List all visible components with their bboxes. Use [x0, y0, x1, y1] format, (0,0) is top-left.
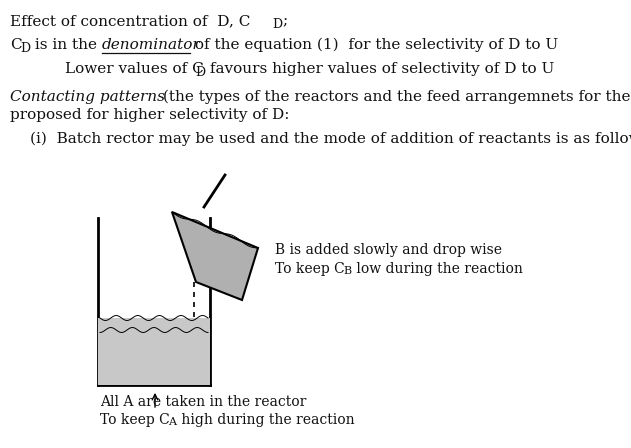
Text: All A are taken in the reactor: All A are taken in the reactor — [100, 395, 307, 409]
Text: C: C — [10, 38, 21, 52]
Text: To keep C: To keep C — [100, 413, 170, 427]
Text: B is added slowly and drop wise: B is added slowly and drop wise — [275, 243, 502, 257]
Text: (the types of the reactors and the feed arrangemnets for the reactants): (the types of the reactors and the feed … — [158, 90, 631, 104]
Text: Lower values of C: Lower values of C — [65, 62, 204, 76]
Text: (i)  Batch rector may be used and the mode of addition of reactants is as follow: (i) Batch rector may be used and the mod… — [30, 132, 631, 146]
Text: B: B — [343, 266, 351, 276]
Text: Contacting patterns: Contacting patterns — [10, 90, 165, 104]
Text: favours higher values of selectivity of D to U: favours higher values of selectivity of … — [205, 62, 555, 76]
Polygon shape — [172, 212, 258, 300]
Text: is in the: is in the — [30, 38, 102, 52]
Text: A: A — [168, 417, 176, 427]
Text: high during the reaction: high during the reaction — [177, 413, 355, 427]
Text: D: D — [272, 18, 282, 31]
Text: Effect of concentration of  D, C: Effect of concentration of D, C — [10, 14, 251, 28]
Text: To keep C: To keep C — [275, 262, 345, 276]
Text: of the equation (1)  for the selectivity of D to U: of the equation (1) for the selectivity … — [190, 38, 558, 52]
Text: D: D — [20, 42, 30, 55]
Text: proposed for higher selectivity of D:: proposed for higher selectivity of D: — [10, 108, 290, 122]
Bar — [98, 318, 210, 385]
Text: low during the reaction: low during the reaction — [352, 262, 523, 276]
Text: denominator: denominator — [102, 38, 201, 52]
Text: ;: ; — [282, 14, 287, 28]
Text: D: D — [195, 66, 205, 79]
